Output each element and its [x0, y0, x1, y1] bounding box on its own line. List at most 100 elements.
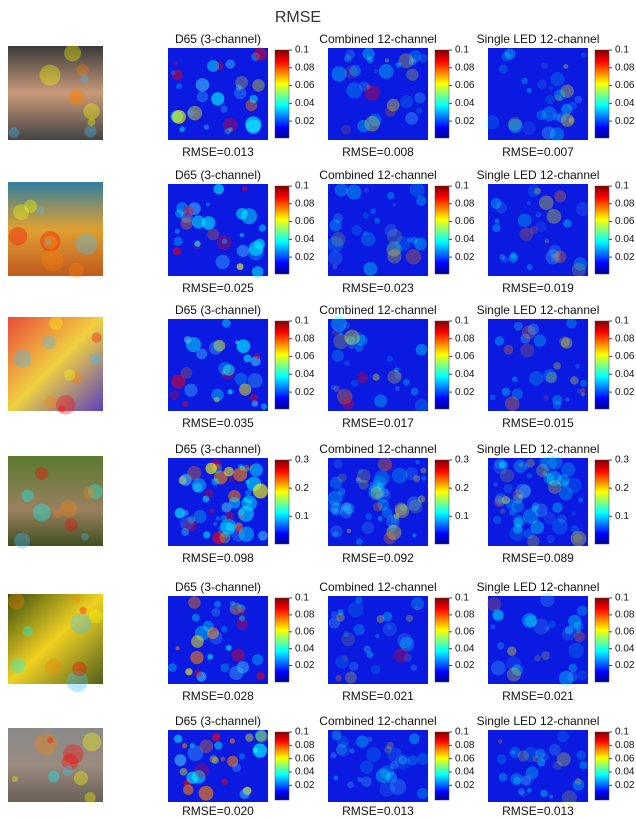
heatmap-detail	[192, 478, 206, 492]
heatmap-detail	[493, 516, 502, 525]
heatmap-detail	[554, 190, 566, 202]
colorbar-tick-label: 0.08	[615, 740, 635, 751]
heatmap-detail	[345, 672, 357, 684]
heatmap-detail	[194, 670, 201, 677]
heatmap-detail	[245, 116, 261, 132]
heatmap-detail	[549, 744, 560, 755]
colorbar-tick-label: 0.1	[455, 316, 469, 327]
rmse-label: RMSE=0.098	[182, 551, 254, 565]
heatmap-detail	[387, 192, 394, 199]
heatmap-detail	[416, 344, 428, 356]
heatmap-detail	[403, 379, 410, 386]
heatmap-detail	[386, 356, 392, 362]
colorbar-tick-label: 0.02	[615, 252, 635, 263]
heatmap-detail	[254, 353, 260, 359]
heatmap-detail	[527, 201, 531, 205]
colorbar-tick-label: 0.1	[455, 45, 469, 56]
heatmap-detail	[348, 341, 356, 349]
heatmap-detail	[384, 532, 397, 545]
colorbar-tick-label: 0.06	[455, 626, 475, 637]
photo-detail	[63, 744, 83, 764]
heatmap-detail	[542, 107, 557, 122]
colorbar	[595, 50, 609, 138]
heatmap-detail	[497, 642, 504, 649]
heatmap-detail	[347, 529, 351, 533]
rmse-label: RMSE=0.023	[342, 281, 414, 295]
row: D65 (3-channel)0.30.20.1RMSE=0.098Combin…	[8, 442, 629, 565]
heatmap-detail	[239, 753, 245, 759]
heatmap-detail	[541, 455, 557, 471]
heatmap-detail	[535, 749, 545, 759]
heatmap-detail	[348, 602, 364, 618]
heatmap-detail	[346, 185, 361, 200]
heatmap-detail	[213, 522, 217, 526]
heatmap-detail	[363, 212, 369, 218]
colorbar	[275, 50, 289, 138]
photo-detail	[47, 737, 53, 743]
heatmap-detail	[371, 665, 381, 675]
heatmap-detail	[378, 457, 392, 471]
photo-detail	[89, 609, 103, 623]
photo-detail	[79, 607, 86, 614]
colorbar-tick-label: 0.08	[455, 198, 475, 209]
photo-detail	[14, 350, 32, 368]
heatmap-detail	[541, 62, 548, 69]
heatmap-detail	[357, 372, 368, 383]
colorbar	[275, 186, 289, 274]
heatmap-detail	[238, 509, 244, 515]
row: D65 (3-channel)0.10.080.060.040.02RMSE=0…	[8, 168, 635, 295]
heatmap-detail	[365, 85, 380, 100]
heatmap-detail	[375, 634, 379, 638]
colorbar-tick-label: 0.1	[295, 316, 309, 327]
heatmap-detail	[575, 364, 580, 369]
heatmap-detail	[256, 731, 268, 743]
heatmap-detail	[504, 484, 513, 493]
colorbar-tick-label: 0.04	[455, 369, 475, 380]
rmse-label: RMSE=0.013	[342, 804, 414, 818]
heatmap-detail	[343, 631, 348, 636]
heatmap-detail	[578, 497, 583, 502]
colorbar-tick-label: 0.08	[615, 62, 635, 73]
photo-detail	[45, 659, 61, 675]
heatmap-detail	[349, 662, 358, 671]
heatmap-detail	[184, 384, 197, 397]
heatmap-detail	[550, 72, 564, 86]
heatmap-detail	[214, 741, 222, 749]
heatmap-detail	[184, 336, 191, 343]
heatmap-detail	[187, 109, 194, 116]
panel-title: D65 (3-channel)	[175, 580, 261, 594]
heatmap-detail	[191, 635, 204, 648]
heatmap-detail	[406, 69, 418, 81]
panel-title: D65 (3-channel)	[175, 32, 261, 46]
heatmap-detail	[491, 624, 496, 629]
heatmap-detail	[206, 463, 217, 474]
heatmap-detail	[499, 64, 508, 73]
heatmap-detail	[237, 339, 251, 353]
colorbar	[435, 50, 449, 138]
heatmap-detail	[381, 489, 389, 497]
photo-detail	[35, 733, 57, 755]
heatmap-detail	[252, 79, 264, 91]
photo-detail	[76, 233, 98, 255]
heatmap-detail	[373, 476, 386, 489]
rmse-label: RMSE=0.007	[502, 145, 574, 159]
photo	[8, 456, 103, 546]
heatmap-detail	[406, 249, 421, 264]
heatmap-detail	[245, 734, 253, 742]
photo-detail	[64, 370, 75, 381]
heatmap-detail	[223, 364, 235, 376]
heatmap-detail	[213, 184, 224, 195]
colorbar-tick-label: 0.3	[455, 455, 469, 466]
colorbar-tick-label: 0.02	[295, 252, 315, 263]
heatmap-detail	[536, 212, 541, 217]
heatmap-detail	[240, 233, 244, 237]
heatmap-detail	[559, 487, 573, 501]
heatmap-detail	[259, 224, 266, 231]
photo-detail	[44, 396, 57, 409]
colorbar	[435, 732, 449, 800]
photo-detail	[13, 204, 29, 220]
heatmap-detail	[236, 607, 246, 617]
photo-detail	[39, 65, 60, 86]
colorbar-tick-label: 0.06	[615, 626, 635, 637]
heatmap-detail	[221, 502, 231, 512]
